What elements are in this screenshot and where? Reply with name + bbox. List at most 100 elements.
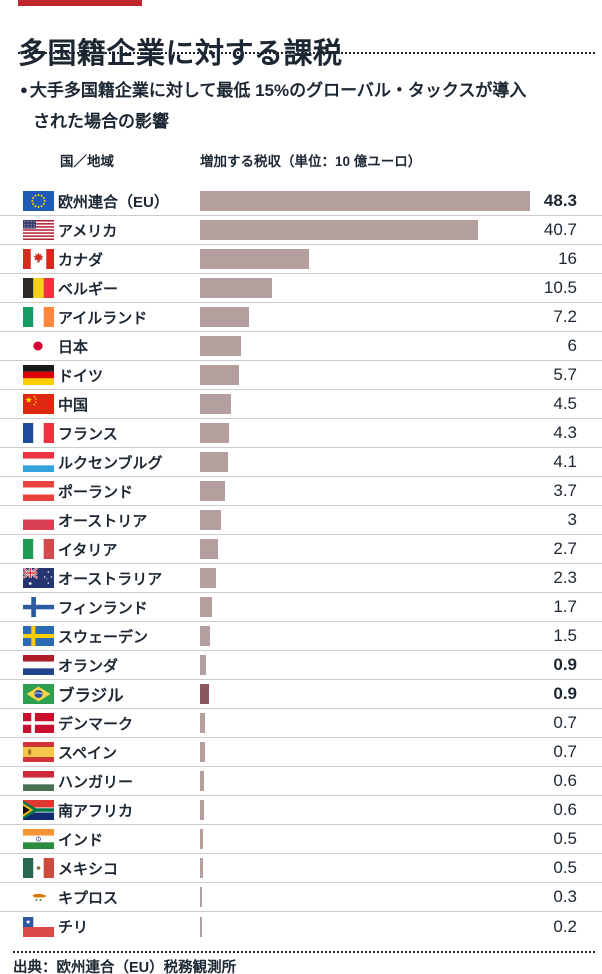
country-label: アメリカ — [58, 222, 118, 240]
italy-flag-icon — [23, 539, 54, 559]
mexico-flag-icon — [23, 858, 54, 878]
country-label: 日本 — [58, 338, 89, 356]
table-row: メキシコ 0.5 — [0, 854, 602, 883]
bar-track: 0.5 — [200, 825, 577, 854]
accent-bar — [18, 0, 142, 6]
revenue-bar — [200, 278, 272, 298]
bar-track: 0.9 — [200, 680, 577, 709]
denmark-flag-icon — [23, 713, 54, 733]
revenue-bar — [200, 684, 209, 704]
subtitle-line1: ● 大手多国籍企業に対して最低 15%のグローバル・タックスが導入 — [20, 74, 526, 106]
revenue-bar — [200, 394, 231, 414]
revenue-value: 0.7 — [553, 742, 577, 761]
country-label: フィンランド — [58, 599, 148, 617]
table-row: キプロス 0.3 — [0, 883, 602, 912]
bar-track: 2.7 — [200, 535, 577, 564]
country-label: デンマーク — [58, 715, 134, 733]
bar-track: 5.7 — [200, 361, 577, 390]
table-row: ルクセンブルグ 4.1 — [0, 448, 602, 477]
india-flag-icon — [23, 829, 54, 849]
country-label: アイルランド — [58, 309, 148, 327]
chile-flag-icon — [23, 916, 54, 937]
country-label: 欧州連合（EU） — [58, 193, 169, 211]
revenue-value: 0.2 — [553, 916, 577, 936]
revenue-value: 2.7 — [553, 539, 577, 558]
revenue-value: 7.2 — [553, 307, 577, 326]
revenue-value: 1.5 — [553, 626, 577, 645]
bar-track: 7.2 — [200, 303, 577, 332]
revenue-bar — [200, 423, 230, 443]
bar-track: 16 — [200, 245, 577, 274]
country-label: フランス — [58, 425, 118, 443]
revenue-value: 0.3 — [553, 887, 577, 906]
spain-flag-icon — [23, 742, 54, 762]
revenue-bar — [200, 481, 226, 501]
country-label: ルクセンブルグ — [58, 454, 163, 472]
chart-rows: 欧州連合（EU） 48.3 アメリカ 40.7 カナダ 16 ベルギー 10.5 アイルランド 7… — [0, 187, 602, 941]
netherlands-flag-icon — [23, 655, 54, 675]
cyprus-flag-icon — [23, 887, 54, 907]
table-row: ハンガリー 0.6 — [0, 767, 602, 796]
dotted-divider-top — [18, 52, 595, 54]
table-row: オランダ 0.9 — [0, 651, 602, 680]
country-label: ハンガリー — [58, 773, 134, 791]
revenue-value: 2.3 — [553, 568, 577, 587]
revenue-bar — [200, 858, 204, 878]
country-label: ブラジル — [58, 687, 124, 705]
revenue-bar — [200, 655, 207, 675]
revenue-value: 16 — [558, 249, 577, 268]
revenue-value: 0.7 — [553, 713, 577, 732]
page-title: 多国籍企業に対する課税 — [18, 38, 343, 71]
country-label: インド — [58, 831, 104, 849]
revenue-value: 3 — [567, 510, 577, 529]
bar-track: 0.9 — [200, 651, 577, 680]
japan-flag-icon — [23, 336, 54, 356]
table-row: オーストラリア 2.3 — [0, 564, 602, 593]
eu-flag-icon — [23, 191, 54, 211]
revenue-value: 4.5 — [553, 394, 577, 413]
sweden-flag-icon — [23, 626, 54, 646]
country-label: 中国 — [58, 396, 89, 414]
country-label: ポーランド — [58, 483, 134, 501]
table-row: アイルランド 7.2 — [0, 303, 602, 332]
revenue-bar — [200, 452, 228, 472]
revenue-bar — [200, 887, 202, 907]
table-row: 欧州連合（EU） 48.3 — [0, 187, 602, 216]
france-flag-icon — [23, 423, 54, 443]
poland-flag-icon — [23, 481, 54, 501]
table-row: インド 0.5 — [0, 825, 602, 854]
canada-flag-icon — [23, 249, 54, 269]
table-row: 日本 6 — [0, 332, 602, 361]
country-label: イタリア — [58, 541, 118, 559]
country-label: スウェーデン — [58, 628, 149, 646]
table-row: デンマーク 0.7 — [0, 709, 602, 738]
china-flag-icon — [23, 394, 54, 414]
bar-track: 4.1 — [200, 448, 577, 477]
revenue-bar — [200, 742, 205, 762]
country-label: オーストラリア — [58, 570, 163, 588]
table-row: スウェーデン 1.5 — [0, 622, 602, 651]
revenue-value: 0.5 — [553, 858, 577, 877]
revenue-value: 0.6 — [553, 771, 577, 790]
table-row: チリ 0.2 — [0, 912, 602, 941]
country-label: カナダ — [58, 251, 104, 269]
bar-track: 0.3 — [200, 883, 577, 912]
revenue-bar — [200, 191, 530, 211]
table-row: オーストリア 3 — [0, 506, 602, 535]
country-label: キプロス — [58, 889, 119, 907]
bar-track: 40.7 — [200, 216, 577, 245]
revenue-value: 3.7 — [553, 481, 577, 500]
bar-track: 0.7 — [200, 738, 577, 767]
ireland-flag-icon — [23, 307, 54, 327]
revenue-bar — [200, 307, 250, 327]
table-row: 南アフリカ 0.6 — [0, 796, 602, 825]
country-label: オーストリア — [58, 512, 148, 530]
bullet-icon: ● — [20, 82, 28, 97]
bar-track: 48.3 — [200, 187, 577, 216]
revenue-value: 0.9 — [553, 684, 577, 703]
country-label: ドイツ — [58, 367, 104, 385]
revenue-bar — [200, 365, 239, 385]
table-row: スペイン 0.7 — [0, 738, 602, 767]
luxembourg-flag-icon — [23, 452, 54, 472]
usa-flag-icon — [23, 220, 54, 240]
